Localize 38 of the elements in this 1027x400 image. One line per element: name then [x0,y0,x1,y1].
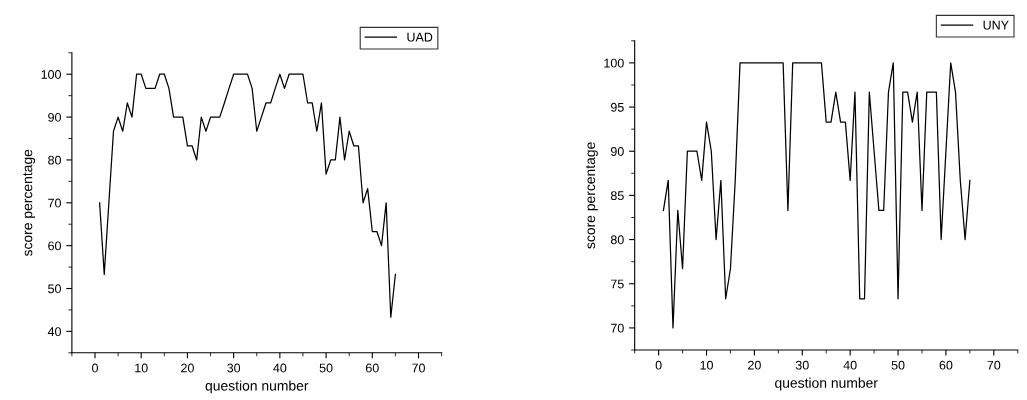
x-tick-label: 70 [987,360,1001,370]
x-tick-label: 10 [700,360,713,370]
y-tick-label: 70 [611,323,624,333]
x-axis-title: question number [205,380,309,394]
x-tick-label: 70 [412,363,425,373]
legend-label: UAD [407,32,433,42]
x-tick-label: 20 [181,363,194,373]
y-tick-label: 60 [48,241,61,251]
y-tick-label: 70 [48,198,61,208]
y-tick-label: 40 [47,327,61,337]
y-axis-title: score percentage [586,142,598,249]
x-tick-label: 0 [655,360,662,370]
x-tick-label: 10 [135,363,148,373]
y-axis-title: score percentage [23,149,36,257]
y-tick-label: 90 [48,112,61,122]
x-tick-label: 50 [891,360,905,370]
y-tick-label: 80 [48,155,61,165]
legend-label: UNY [983,20,1009,30]
x-tick-label: 60 [939,360,953,370]
y-tick-label: 80 [610,235,624,245]
y-tick-label: 90 [610,147,624,156]
y-tick-label: 50 [48,284,61,294]
x-tick-label: 50 [319,363,333,373]
x-tick-label: 40 [843,360,857,370]
line-series [98,73,397,318]
x-tick-label: 0 [92,363,98,373]
y-tick-label: 75 [611,279,624,289]
y-tick-label: 95 [610,102,624,112]
line-series [662,62,971,329]
y-tick-label: 100 [604,58,624,68]
y-tick-label: 100 [41,70,61,79]
x-tick-label: 30 [227,363,241,373]
x-tick-label: 30 [795,360,809,370]
x-tick-label: 20 [748,360,761,370]
x-axis-title: question number [775,377,878,391]
x-tick-label: 40 [273,363,287,373]
y-tick-label: 85 [610,191,624,201]
x-tick-label: 60 [365,363,379,373]
